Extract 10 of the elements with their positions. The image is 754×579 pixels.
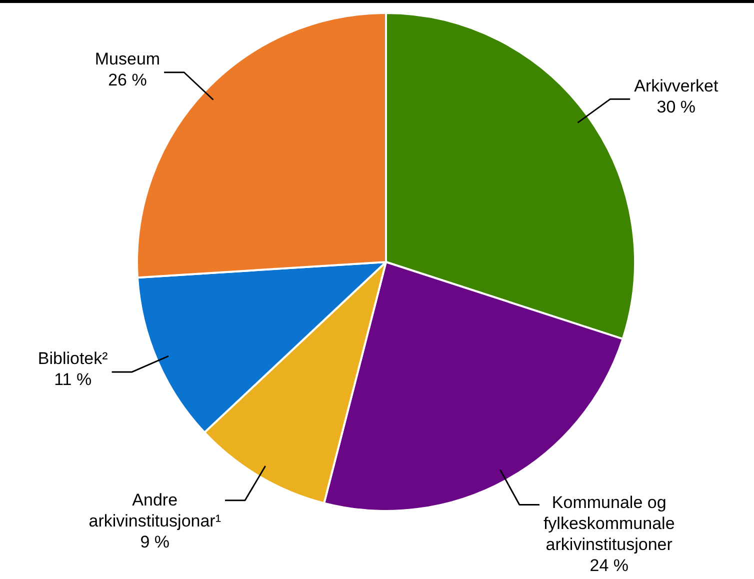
slice-label: Andre arkivinstitusjonar¹ <box>88 490 222 531</box>
slice-label: Museum <box>94 50 160 69</box>
data-label: 30 % <box>656 97 696 116</box>
slice-label: Arkivverket <box>634 76 718 96</box>
data-label: 11 % <box>54 370 92 390</box>
slice-label: Kommunale og fylkeskommunale arkivinstitusjoner <box>543 493 675 554</box>
data-label: 26 % <box>108 70 147 90</box>
data-label: 9 % <box>140 532 170 552</box>
data-label: 24 % <box>590 556 628 576</box>
slice-label: Bibliotek² <box>38 349 108 368</box>
